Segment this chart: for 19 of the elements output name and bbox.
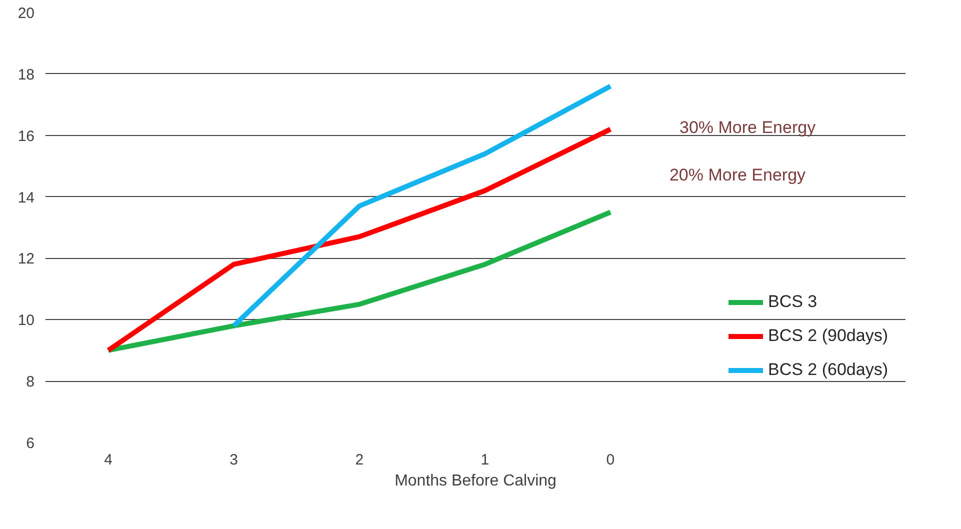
legend-label: BCS 3 xyxy=(768,292,818,312)
x-tick-label: 0 xyxy=(606,452,615,468)
y-tick-label: 6 xyxy=(26,435,34,452)
x-tick-label: 1 xyxy=(480,452,490,468)
x-tick-label: 2 xyxy=(355,452,364,468)
annotation: 20% More Energy xyxy=(669,166,806,184)
y-tick-label: 20 xyxy=(18,5,35,22)
legend-label: BCS 2 (60days) xyxy=(768,360,888,380)
legend-label: BCS 2 (90days) xyxy=(768,326,888,346)
y-tick-label: 12 xyxy=(18,250,35,268)
y-tick-label: 10 xyxy=(18,312,35,330)
x-axis-title: Months Before Calving xyxy=(394,472,556,490)
y-tick-label: 14 xyxy=(18,189,35,206)
y-tick-label: 16 xyxy=(18,128,35,145)
y-tick-label: 18 xyxy=(18,66,35,84)
text: 30% More Energy xyxy=(680,118,816,138)
x-tick-label: 4 xyxy=(104,452,112,468)
y-tick-label: 8 xyxy=(26,374,34,391)
x-tick-label: 3 xyxy=(230,452,238,468)
